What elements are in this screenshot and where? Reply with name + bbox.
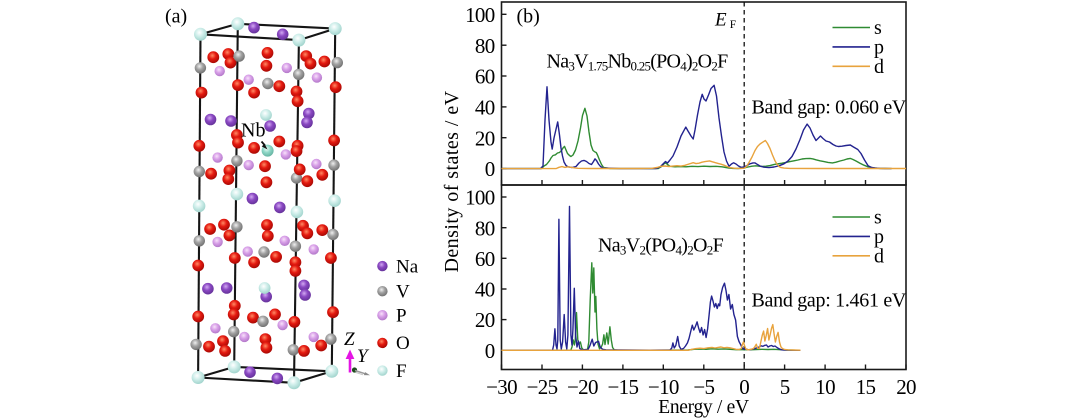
svg-text:F: F	[396, 361, 407, 382]
svg-text:80: 80	[475, 34, 495, 58]
svg-text:5: 5	[780, 375, 790, 399]
svg-text:0: 0	[739, 375, 749, 399]
svg-text:P: P	[396, 305, 407, 326]
svg-text:20: 20	[475, 308, 495, 332]
svg-text:V: V	[396, 281, 410, 302]
svg-text:100: 100	[465, 3, 495, 27]
svg-text:Y: Y	[357, 346, 370, 367]
svg-text:p: p	[874, 226, 884, 248]
svg-text:0: 0	[485, 157, 495, 181]
svg-text:Nb: Nb	[241, 120, 265, 142]
svg-text:(a): (a)	[165, 6, 187, 28]
svg-text:E: E	[714, 9, 727, 30]
svg-text:20: 20	[896, 375, 916, 399]
svg-text:0: 0	[485, 339, 495, 363]
svg-text:−20: −20	[567, 375, 598, 399]
svg-text:−15: −15	[608, 375, 639, 399]
svg-text:40: 40	[475, 96, 495, 120]
svg-text:(b): (b)	[517, 6, 540, 28]
svg-text:40: 40	[475, 278, 495, 302]
svg-text:−10: −10	[648, 375, 679, 399]
svg-text:p: p	[874, 36, 884, 58]
svg-text:O: O	[396, 333, 410, 354]
svg-text:Na3V2(PO4)2O2F: Na3V2(PO4)2O2F	[598, 234, 724, 257]
svg-text:s: s	[874, 207, 882, 229]
svg-text:Energy / eV: Energy / eV	[658, 397, 749, 418]
svg-text:Band gap: 0.060 eV: Band gap: 0.060 eV	[752, 96, 907, 118]
svg-text:Na: Na	[396, 256, 419, 277]
svg-text:−5: −5	[693, 375, 714, 399]
svg-text:Na3V1.75Nb0.25(PO4)2O2F: Na3V1.75Nb0.25(PO4)2O2F	[547, 51, 729, 74]
svg-text:80: 80	[475, 216, 495, 240]
svg-text:100: 100	[465, 186, 495, 210]
svg-text:d: d	[874, 245, 884, 267]
svg-text:60: 60	[475, 247, 495, 271]
svg-text:15: 15	[856, 375, 876, 399]
svg-text:Z: Z	[344, 329, 355, 350]
svg-text:−30: −30	[486, 375, 517, 399]
svg-text:20: 20	[475, 126, 495, 150]
svg-text:Band gap: 1.461 eV: Band gap: 1.461 eV	[752, 290, 907, 312]
svg-text:Density of states / eV: Density of states / eV	[441, 90, 463, 272]
svg-text:60: 60	[475, 65, 495, 89]
svg-text:−25: −25	[527, 375, 558, 399]
svg-text:F: F	[730, 19, 736, 31]
svg-text:10: 10	[815, 375, 835, 399]
svg-text:d: d	[874, 56, 884, 78]
svg-text:s: s	[874, 17, 882, 39]
